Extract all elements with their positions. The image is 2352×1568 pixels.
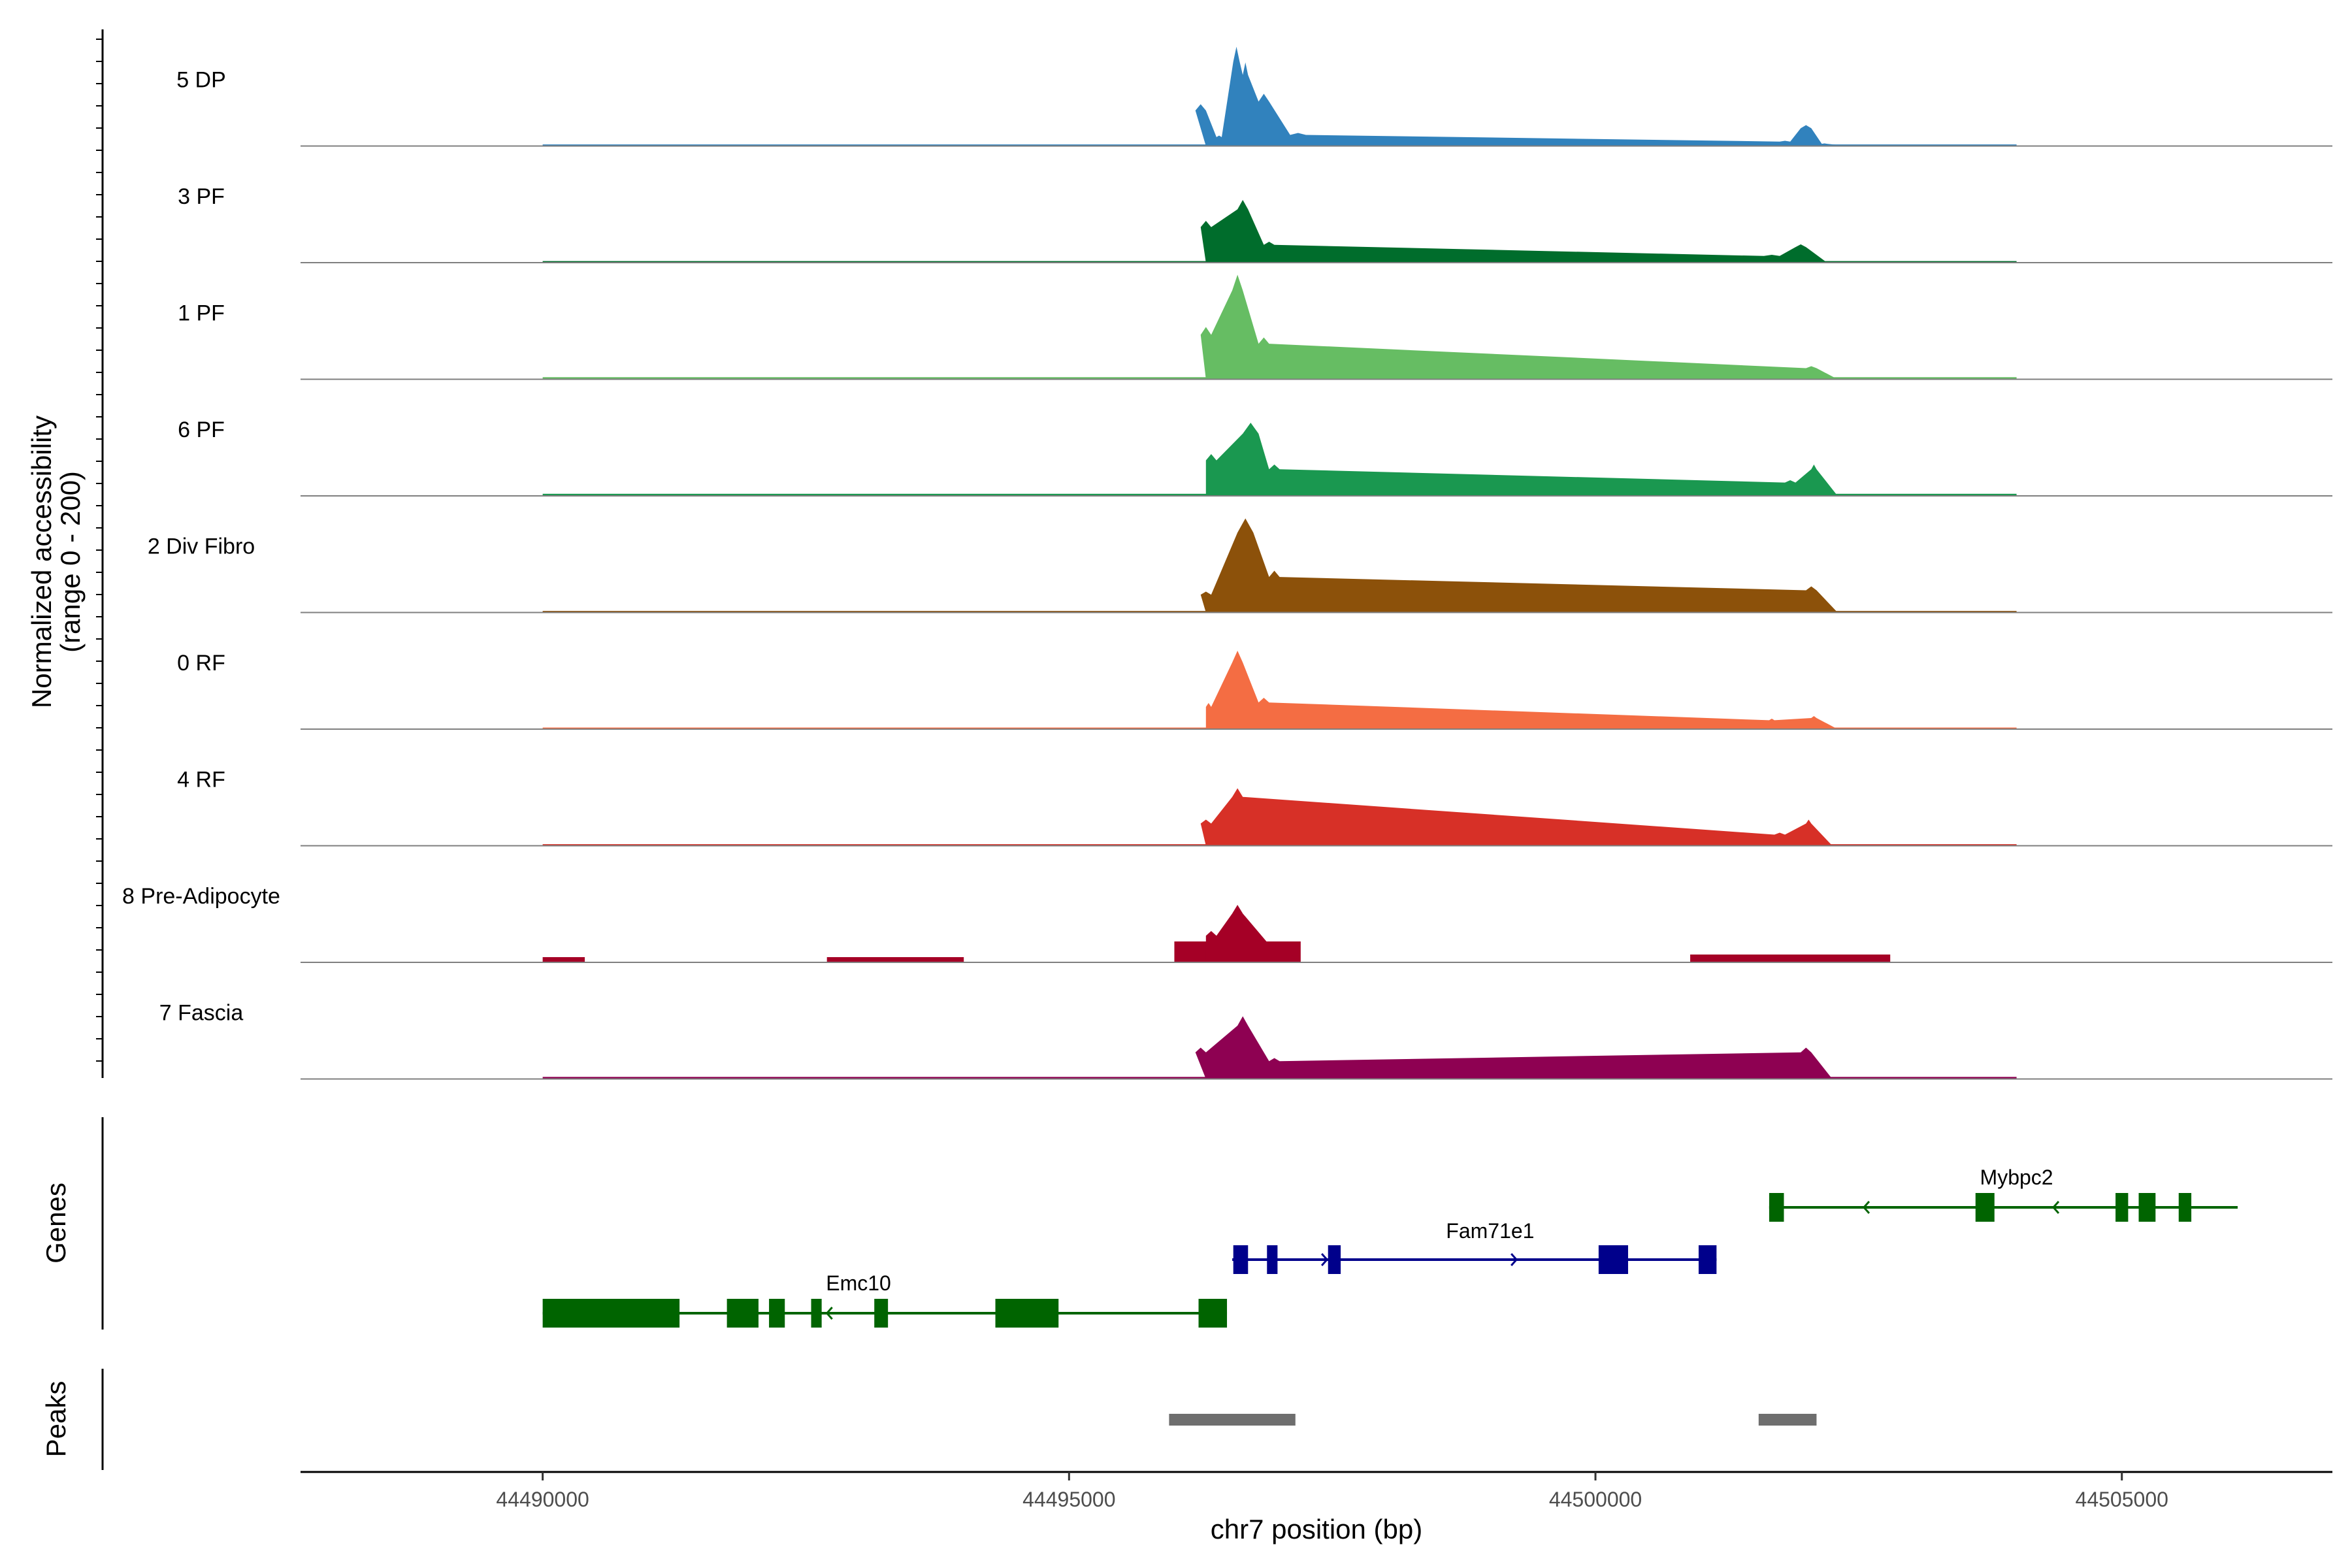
accessibility-area <box>1174 46 1848 146</box>
strand-arrow <box>1862 1201 1870 1214</box>
gene-exon <box>1769 1193 1784 1222</box>
gene-exon <box>2138 1193 2156 1222</box>
track-label: 7 Fascia <box>159 1001 244 1026</box>
track-label: 3 PF <box>178 184 225 209</box>
gene-exon <box>1598 1245 1628 1274</box>
accessibility-area <box>1174 274 1838 380</box>
accessibility-area <box>1174 905 1301 962</box>
coverage-tracks: 5 DP 3 PF 1 PF 6 PF 2 Div Fibro 0 RF 4 RF 8 Pre… <box>122 46 2332 1080</box>
gene-exon <box>727 1299 759 1328</box>
peak-region <box>1758 1414 1817 1426</box>
track-label: 6 PF <box>178 417 225 442</box>
minor-ticks <box>96 39 103 1062</box>
strand-arrow <box>1511 1253 1518 1266</box>
track-6-pf: 6 PF <box>178 417 2332 497</box>
track-5-dp: 5 DP <box>176 46 2332 147</box>
gene-exon <box>811 1299 822 1328</box>
gene-exon <box>1328 1245 1341 1274</box>
track-2-div-fibro: 2 Div Fibro <box>148 518 2332 613</box>
gene-exon <box>769 1299 785 1328</box>
track-label: 8 Pre-Adipocyte <box>122 884 280 909</box>
baseline-signal <box>826 957 964 962</box>
x-axis-ticks: 44490000 44495000 44500000 44505000 <box>496 1472 2168 1511</box>
track-3-pf: 3 PF <box>178 184 2332 263</box>
x-axis-title: chr7 position (bp) <box>1211 1514 1423 1544</box>
gene-label: Fam71e1 <box>1446 1219 1534 1243</box>
gene-label: Emc10 <box>826 1271 891 1295</box>
track-4-rf: 4 RF <box>177 768 2332 847</box>
accessibility-area <box>1174 423 1838 496</box>
peak-region <box>1169 1414 1296 1426</box>
track-0-rf: 0 RF <box>177 651 2332 730</box>
baseline-signal <box>542 957 585 962</box>
accessibility-area <box>1174 651 1838 729</box>
track-7-fascia: 7 Fascia <box>159 1001 2332 1080</box>
strand-arrow <box>825 1307 833 1320</box>
gene-exon <box>1267 1245 1278 1274</box>
strand-arrow <box>1320 1253 1329 1266</box>
gene-annotations: Emc10 Fam71e1 Mybpc2 <box>542 1166 2238 1328</box>
gene-mybpc2: Mybpc2 <box>1769 1166 2238 1222</box>
track-label: 2 Div Fibro <box>148 534 255 559</box>
baseline-signal <box>1690 955 1891 962</box>
strand-arrow <box>2051 1201 2060 1214</box>
x-tick-label: 44495000 <box>1022 1488 1115 1511</box>
track-label: 1 PF <box>178 301 225 326</box>
gene-exon <box>542 1299 680 1328</box>
gene-exon <box>995 1299 1059 1328</box>
peak-regions <box>1169 1414 1817 1426</box>
gene-exon <box>1198 1299 1228 1328</box>
track-label: 4 RF <box>177 768 225 792</box>
track-1-pf: 1 PF <box>178 274 2332 380</box>
accessibility-area <box>1174 518 1838 613</box>
gene-exon <box>1233 1245 1249 1274</box>
gene-exon <box>1975 1193 1995 1222</box>
gene-fam71e1: Fam71e1 <box>1232 1219 1717 1274</box>
gene-label: Mybpc2 <box>1980 1166 2053 1189</box>
gene-exon <box>2178 1193 2192 1222</box>
y-axis-range: (range 0 - 200) <box>55 471 86 653</box>
x-tick-label: 44505000 <box>2076 1488 2168 1511</box>
x-tick-label: 44490000 <box>496 1488 589 1511</box>
gene-emc10: Emc10 <box>542 1271 1228 1328</box>
genes-panel-label: Genes <box>41 1183 71 1264</box>
accessibility-area <box>1174 788 1833 846</box>
gene-exon <box>1698 1245 1717 1274</box>
accessibility-area <box>1174 1016 1833 1079</box>
track-8-pre-adipocyte: 8 Pre-Adipocyte <box>122 884 2332 963</box>
gene-exon <box>2115 1193 2129 1222</box>
track-label: 0 RF <box>177 651 225 676</box>
peaks-panel-label: Peaks <box>41 1381 71 1458</box>
accessibility-area <box>1174 200 1827 263</box>
track-label: 5 DP <box>176 68 226 93</box>
x-tick-label: 44500000 <box>1549 1488 1642 1511</box>
gene-exon <box>874 1299 889 1328</box>
y-axis-title: Normalized accessibility <box>26 416 57 708</box>
